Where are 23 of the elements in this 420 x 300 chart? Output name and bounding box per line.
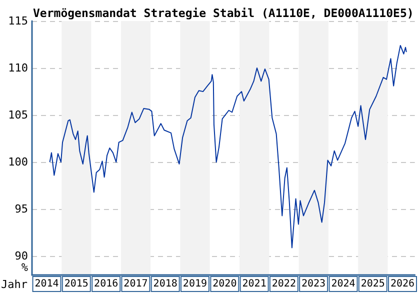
y-tick-label: 110 bbox=[8, 62, 28, 75]
x-tick-label: 2014 bbox=[34, 278, 59, 290]
x-tick-label: 2021 bbox=[242, 278, 266, 290]
x-tick-label: 2016 bbox=[94, 278, 118, 290]
y-tick-label: 90 bbox=[14, 250, 28, 263]
chart-title: Vermögensmandat Strategie Stabil (A1110E, DE000A1110E5) bbox=[33, 6, 414, 20]
y-tick-label: 95 bbox=[14, 202, 28, 216]
line-series bbox=[49, 44, 407, 248]
x-tick-label: 2024 bbox=[331, 278, 356, 290]
x-tick-label: 2015 bbox=[64, 278, 88, 290]
y-tick-label: 115 bbox=[8, 14, 28, 28]
x-tick-label: 2026 bbox=[390, 278, 415, 290]
y-tick-label: 100 bbox=[8, 156, 28, 169]
x-tick-label: 2019 bbox=[182, 278, 208, 290]
x-tick-label: 2020 bbox=[212, 278, 237, 290]
x-tick-label: 2022 bbox=[272, 278, 296, 290]
x-axis-title: Jahr bbox=[1, 278, 28, 291]
x-tick-label: 2017 bbox=[124, 278, 148, 290]
x-tick-label: 2018 bbox=[153, 278, 178, 290]
y-axis-title: % bbox=[21, 261, 28, 274]
x-tick-label: 2023 bbox=[302, 278, 326, 290]
x-tick-label: 2025 bbox=[360, 278, 385, 290]
y-tick-label: 105 bbox=[8, 108, 28, 122]
